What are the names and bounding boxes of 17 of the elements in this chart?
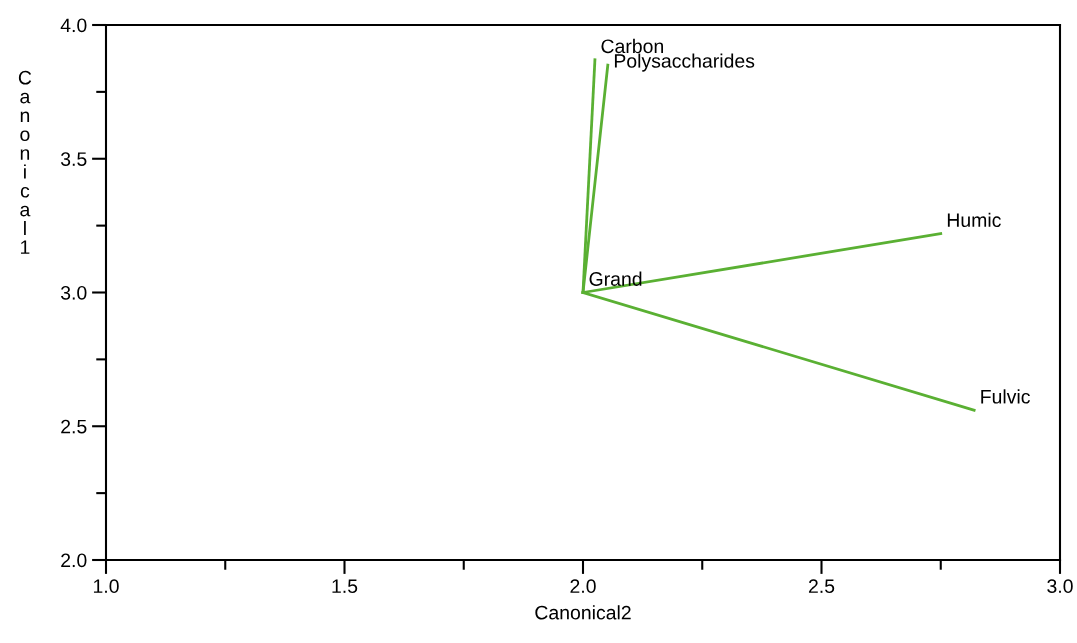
annotation: Carbon xyxy=(601,38,663,54)
x-tick-label: 1.0 xyxy=(93,579,119,594)
annotation: Grand xyxy=(589,271,642,286)
y-tick-label: 4.0 xyxy=(60,18,87,33)
annotation: Fulvic xyxy=(981,389,1030,404)
y-tick-label: 2.5 xyxy=(61,419,87,434)
y-tick-label: 3.0 xyxy=(60,285,87,300)
annotation: Polysaccharides xyxy=(614,53,755,72)
text: Canonical1 xyxy=(18,70,32,254)
x-tick-label: 2.5 xyxy=(808,579,835,594)
y-tick-label: 3.5 xyxy=(60,152,87,166)
annotation: Humic xyxy=(947,212,1001,228)
x-axis-title: Canonical2 xyxy=(535,605,631,620)
x-tick-label: 3.0 xyxy=(1047,579,1073,594)
y-tick-label: 2.0 xyxy=(61,553,87,568)
x-tick-label: 1.5 xyxy=(332,579,358,594)
x-tick-label: 2.0 xyxy=(570,579,596,594)
